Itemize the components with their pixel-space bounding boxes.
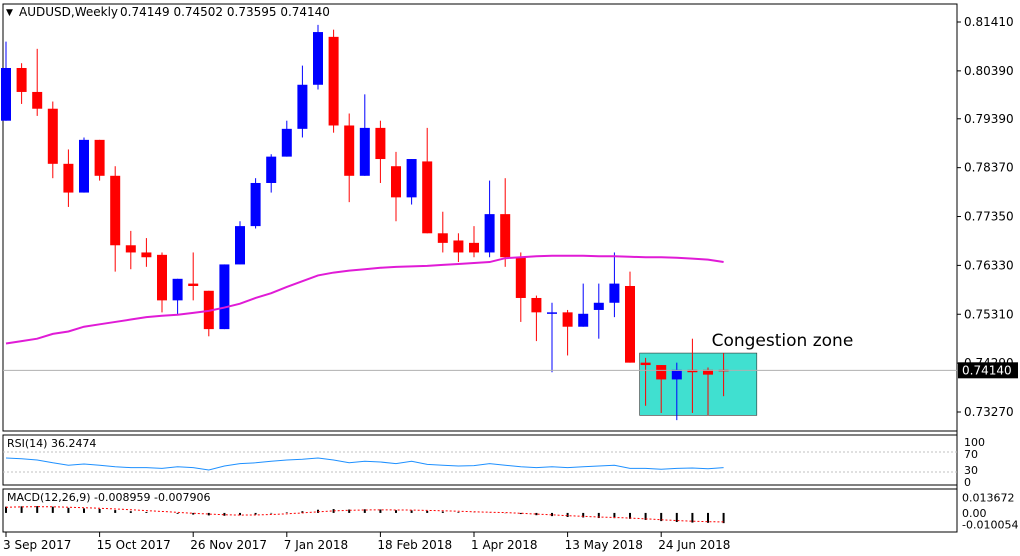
candle-body xyxy=(703,369,713,375)
price-axis: 0.81410 0.80390 0.79390 0.78370 0.77350 0.763… xyxy=(957,15,1014,419)
candle-body xyxy=(188,283,199,286)
macd-histogram xyxy=(5,506,725,524)
header-symbol: AUDUSD,Weekly xyxy=(19,5,118,19)
candle-body xyxy=(547,312,557,314)
time-tick-label: 26 Nov 2017 xyxy=(190,538,267,552)
candle-body xyxy=(250,182,261,227)
candle-body xyxy=(484,214,495,253)
price-panel-frame xyxy=(2,3,958,432)
macd-axis: 0.013672 0.00-0.010054 xyxy=(962,491,1018,531)
rsi-line xyxy=(5,457,724,471)
candle-body xyxy=(671,369,682,380)
candle-body xyxy=(219,264,230,330)
macd-label: MACD(12,26,9) -0.008959 -0.007906 xyxy=(7,491,210,504)
rsi-tick-label: 30 xyxy=(964,464,978,477)
candle-body xyxy=(453,240,464,253)
candle-body xyxy=(656,365,667,380)
rsi-tick-label: 70 xyxy=(964,448,978,461)
candle-body xyxy=(406,159,417,198)
candle-body xyxy=(110,175,121,246)
candle-body xyxy=(235,226,245,265)
rsi-label: RSI(14) 36.2474 xyxy=(7,437,96,450)
candle-body xyxy=(344,125,355,176)
current-price-value: 0.74140 xyxy=(962,363,1012,377)
header-arrow-icon: ▼ xyxy=(6,8,13,18)
candle-body xyxy=(313,32,323,85)
candles-group xyxy=(1,24,729,421)
candle-body xyxy=(562,312,573,327)
time-tick-label: 15 Oct 2017 xyxy=(97,538,171,552)
time-tick-label: 3 Sep 2017 xyxy=(3,538,71,552)
candle-body xyxy=(469,242,479,253)
macd-tick-label: 0.013672 xyxy=(962,491,1015,504)
moving-average-line xyxy=(5,254,724,345)
candle-body xyxy=(63,163,74,193)
rsi-tick-label: 100 xyxy=(964,436,985,449)
candle-body xyxy=(578,313,589,327)
candle-body xyxy=(375,127,386,160)
candle-body xyxy=(640,362,651,366)
macd-tick-label: 0.00 xyxy=(962,507,987,520)
time-tick-label: 18 Feb 2018 xyxy=(377,538,452,552)
congestion-zone-label: Congestion zone xyxy=(712,331,854,351)
macd-panel-frame xyxy=(2,488,958,533)
candle-body xyxy=(625,285,635,363)
rsi-panel-frame xyxy=(2,434,958,486)
candle-body xyxy=(16,67,27,92)
candle-body xyxy=(328,36,339,126)
header-ohlc: 0.74149 0.74502 0.73595 0.74140 xyxy=(120,5,330,19)
candle-body xyxy=(422,161,433,234)
candle-body xyxy=(609,283,620,303)
macd-tick-label: -0.010054 xyxy=(962,518,1018,531)
candle-body xyxy=(125,245,136,253)
time-tick-label: 1 Apr 2018 xyxy=(471,538,538,552)
price-tick-label: 0.81410 xyxy=(964,15,1014,29)
time-tick-label: 13 May 2018 xyxy=(565,538,643,552)
price-tick-label: 0.78370 xyxy=(964,161,1014,175)
current-price-tag xyxy=(958,362,1018,379)
candle-body xyxy=(515,257,526,298)
price-tick-label: 0.77350 xyxy=(964,210,1014,224)
candle-body xyxy=(47,108,58,164)
time-axis: 3 Sep 2017 15 Oct 2017 26 Nov 2017 7 Jan 20… xyxy=(3,532,730,552)
time-tick-label: 7 Jan 2018 xyxy=(284,538,348,552)
candle-body xyxy=(141,252,152,258)
candle-body xyxy=(359,127,370,176)
candle-body xyxy=(297,84,308,129)
candle-body xyxy=(157,254,167,301)
price-tick-label: 0.80390 xyxy=(964,64,1014,78)
price-tick-label: 0.75310 xyxy=(964,307,1014,321)
price-tick-label: 0.79390 xyxy=(964,112,1014,126)
rsi-tick-label: 0 xyxy=(964,476,971,489)
candle-body xyxy=(593,302,604,310)
price-tick-label: 0.73270 xyxy=(964,405,1014,419)
candle-body xyxy=(94,139,105,176)
candle-body xyxy=(266,156,277,183)
candle-body xyxy=(500,214,511,258)
candle-body xyxy=(437,233,448,243)
candle-body xyxy=(391,166,401,198)
time-tick-label: 24 Jun 2018 xyxy=(658,538,730,552)
candle-body xyxy=(79,139,89,193)
price-tick-label: 0.76330 xyxy=(964,258,1014,272)
congestion-zone-box xyxy=(639,352,758,416)
candle-body xyxy=(172,278,183,301)
candle-body xyxy=(1,67,11,121)
candle-body xyxy=(531,297,542,313)
candle-body xyxy=(32,91,43,109)
candle-body xyxy=(687,369,698,373)
candle-body xyxy=(281,128,292,157)
